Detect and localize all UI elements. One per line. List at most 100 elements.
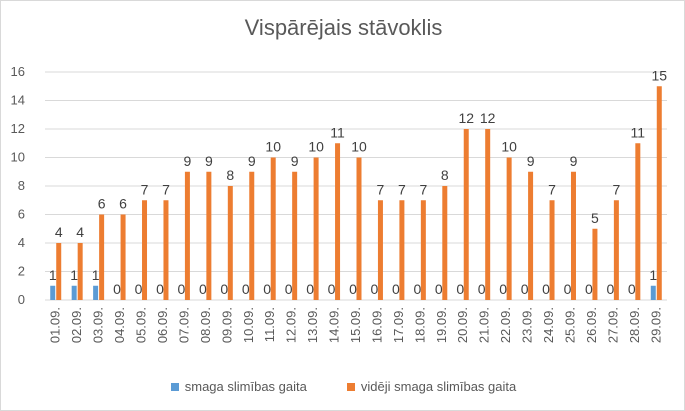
data-label: 10 bbox=[265, 139, 281, 155]
x-tick-label: 15.09. bbox=[348, 307, 363, 343]
bar bbox=[613, 200, 619, 300]
data-label: 0 bbox=[478, 281, 486, 297]
x-tick-label: 26.09. bbox=[584, 307, 599, 343]
data-label: 0 bbox=[456, 281, 464, 297]
x-tick-label: 25.09. bbox=[562, 307, 577, 343]
data-label: 0 bbox=[435, 281, 443, 297]
data-label: 5 bbox=[591, 210, 599, 226]
bar bbox=[442, 186, 448, 300]
bar bbox=[463, 129, 469, 300]
y-tick-label: 4 bbox=[18, 235, 25, 250]
data-label: 7 bbox=[141, 181, 149, 197]
x-tick-label: 08.09. bbox=[198, 307, 213, 343]
data-label: 9 bbox=[205, 153, 213, 169]
bar bbox=[420, 200, 426, 300]
data-label: 0 bbox=[499, 281, 507, 297]
data-label: 0 bbox=[542, 281, 550, 297]
data-label: 7 bbox=[612, 181, 620, 197]
bar bbox=[93, 285, 99, 300]
y-tick-label: 2 bbox=[18, 264, 25, 279]
data-label: 7 bbox=[398, 181, 406, 197]
data-label: 0 bbox=[628, 281, 636, 297]
data-label: 1 bbox=[70, 267, 78, 283]
data-label: 1 bbox=[92, 267, 100, 283]
data-label: 11 bbox=[631, 124, 646, 140]
data-label: 1 bbox=[649, 267, 657, 283]
x-tick-label: 20.09. bbox=[455, 307, 470, 343]
x-tick-label: 02.09. bbox=[69, 307, 84, 343]
data-label: 0 bbox=[199, 281, 207, 297]
x-tick-label: 12.09. bbox=[284, 307, 299, 343]
bar bbox=[77, 243, 83, 300]
data-label: 9 bbox=[570, 153, 578, 169]
x-tick-label: 23.09. bbox=[520, 307, 535, 343]
x-tick-label: 10.09. bbox=[241, 307, 256, 343]
bar bbox=[549, 200, 555, 300]
bar bbox=[292, 171, 298, 300]
data-label: 9 bbox=[527, 153, 535, 169]
bar bbox=[335, 143, 341, 300]
data-label: 0 bbox=[371, 281, 379, 297]
data-label: 0 bbox=[392, 281, 400, 297]
bar bbox=[650, 285, 656, 300]
x-tick-label: 11.09. bbox=[262, 307, 277, 342]
data-label: 10 bbox=[351, 139, 367, 155]
bar bbox=[485, 129, 491, 300]
data-label: 7 bbox=[548, 181, 556, 197]
data-label: 7 bbox=[419, 181, 427, 197]
x-tick-label: 09.09. bbox=[219, 307, 234, 343]
bar bbox=[71, 285, 77, 300]
legend-swatch-videji-smaga bbox=[346, 382, 355, 391]
bar bbox=[56, 243, 62, 300]
bar bbox=[50, 285, 56, 300]
data-label: 0 bbox=[349, 281, 357, 297]
data-label: 15 bbox=[651, 67, 667, 83]
bar bbox=[592, 228, 598, 300]
data-label: 10 bbox=[501, 139, 517, 155]
x-tick-label: 04.09. bbox=[112, 307, 127, 343]
legend-label-videji-smaga: vidēji smaga slimības gaita bbox=[360, 379, 517, 394]
data-label: 0 bbox=[113, 281, 121, 297]
x-tick-label: 27.09. bbox=[605, 307, 620, 343]
bar bbox=[635, 143, 641, 300]
data-label: 0 bbox=[606, 281, 614, 297]
x-tick-label: 13.09. bbox=[305, 307, 320, 343]
data-label: 9 bbox=[291, 153, 299, 169]
x-tick-label: 29.09. bbox=[648, 307, 663, 343]
legend-item-videji-smaga: vidēji smaga slimības gaita bbox=[346, 379, 517, 394]
bar bbox=[356, 157, 362, 300]
data-label: 7 bbox=[162, 181, 170, 197]
data-label: 0 bbox=[285, 281, 293, 297]
data-label: 12 bbox=[458, 110, 474, 126]
x-tick-label: 17.09. bbox=[391, 307, 406, 343]
x-tick-label: 05.09. bbox=[134, 307, 149, 343]
data-label: 0 bbox=[156, 281, 164, 297]
data-label: 10 bbox=[308, 139, 324, 155]
bar bbox=[206, 171, 212, 300]
x-tick-label: 01.09. bbox=[48, 307, 63, 343]
bar bbox=[313, 157, 319, 300]
x-tick-label: 18.09. bbox=[412, 307, 427, 343]
bar bbox=[377, 200, 383, 300]
data-label: 8 bbox=[441, 167, 449, 183]
x-tick-label: 21.09. bbox=[477, 307, 492, 343]
bar bbox=[270, 157, 276, 300]
bar bbox=[249, 171, 255, 300]
legend-swatch-smaga bbox=[170, 382, 179, 391]
chart-title: Vispārējais stāvoklis bbox=[244, 15, 443, 40]
data-label: 0 bbox=[564, 281, 572, 297]
data-label: 0 bbox=[178, 281, 186, 297]
bar bbox=[99, 214, 105, 300]
data-label: 11 bbox=[330, 124, 345, 140]
x-tick-label: 24.09. bbox=[541, 307, 556, 343]
bar bbox=[163, 200, 169, 300]
data-label: 9 bbox=[184, 153, 192, 169]
y-tick-label: 6 bbox=[18, 207, 25, 222]
bar bbox=[184, 171, 190, 300]
bar bbox=[227, 186, 233, 300]
data-label: 4 bbox=[55, 224, 63, 240]
y-tick-label: 16 bbox=[11, 64, 25, 79]
x-tick-label: 16.09. bbox=[369, 307, 384, 343]
x-tick-label: 14.09. bbox=[327, 307, 342, 343]
